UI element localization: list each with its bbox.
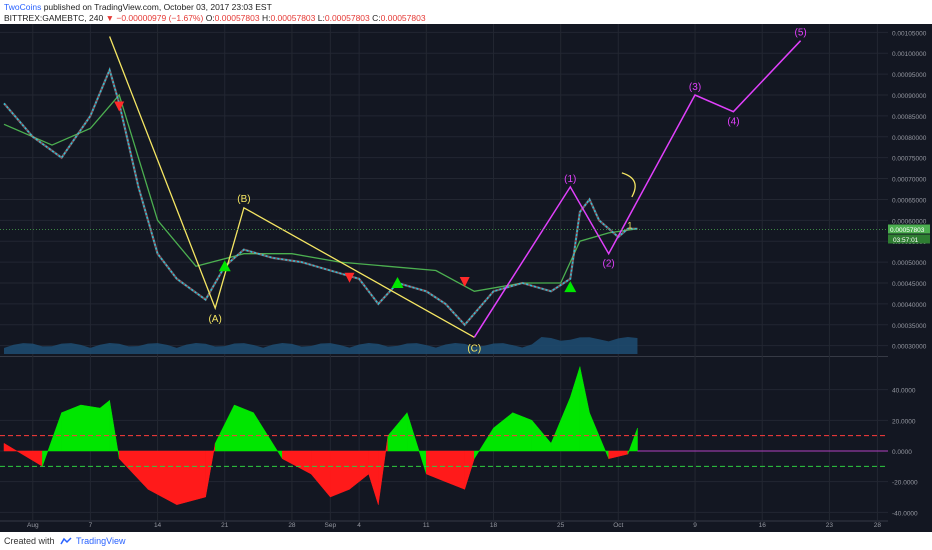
oscillator-segment [80, 404, 101, 452]
time-axis-tick-label: 14 [154, 522, 162, 529]
open-label: O: [205, 13, 215, 23]
wave-label-b: (B) [237, 194, 250, 205]
time-axis-tick-label: 28 [874, 522, 882, 529]
close-label: C: [372, 13, 381, 23]
osc-axis-tick-label: -20.0000 [892, 480, 918, 487]
wave-label-1: (1) [564, 174, 576, 185]
wave-label-3: (3) [689, 82, 701, 93]
price-axis-tick-label: 0.00065000 [892, 197, 927, 204]
buy-signal-triangle [391, 276, 404, 288]
created-with-text: Created with [4, 536, 55, 546]
volume-area [4, 337, 638, 354]
time-axis-tick-label: Oct [613, 522, 623, 529]
oscillator-segment [330, 450, 350, 498]
low-value: 0.00057803 [324, 13, 370, 23]
price-axis-tick-label: 0.00045000 [892, 281, 927, 288]
abc-correction-line [108, 36, 475, 338]
chart-header: TwoCoins published on TradingView.com, O… [0, 0, 932, 24]
author-link[interactable]: TwoCoins [4, 2, 42, 12]
price-change: ▼ −0.00000979 (−1.67%) [105, 13, 204, 23]
high-label: H: [261, 13, 271, 23]
sell-signal-triangle [114, 101, 125, 112]
price-axis-tick-label: 0.00035000 [892, 323, 927, 330]
symbol-line: BITTREX:GAMEBTC, 240 ▼ −0.00000979 (−1.6… [4, 13, 426, 23]
arc-label: 1 [627, 221, 632, 231]
sell-signal-triangle [344, 272, 355, 283]
oscillator-segment [176, 450, 206, 506]
countdown-label: 03:57:01 [893, 237, 919, 244]
price-dotted-line [3, 67, 638, 326]
time-axis-tick-label: 11 [423, 522, 430, 529]
chart-canvas[interactable]: 0.00105000 0.00100000 0.00095000 0.00090000… [0, 24, 932, 532]
buy-signal-triangle [218, 260, 231, 272]
price-axis-tick-label: 0.00070000 [892, 177, 927, 184]
last-price-badge [888, 224, 930, 234]
price-axis-tick-label: 0.00075000 [892, 156, 927, 163]
oscillator-segment [99, 399, 110, 452]
price-axis-tick-label: 0.00105000 [892, 30, 927, 37]
impulse-wave-line [473, 40, 802, 338]
chart-footer: Created with TradingView [0, 532, 932, 550]
buy-signal-triangle [564, 281, 577, 293]
price-axis-tick-label: 0.00095000 [892, 72, 927, 79]
high-value: 0.00057803 [270, 13, 316, 23]
countdown-badge [888, 234, 930, 244]
tradingview-logo-icon [60, 537, 72, 545]
wave-label-a: (A) [208, 314, 221, 325]
wave-label-c: (C) [467, 343, 481, 354]
time-axis-tick-label: 18 [490, 522, 498, 529]
wave-label-4: (4) [727, 117, 739, 128]
time-axis-tick-label: 25 [557, 522, 565, 529]
time-axis-tick-label: 21 [221, 522, 229, 529]
osc-axis-tick-label: 20.0000 [892, 418, 916, 425]
oscillator-segment [61, 404, 82, 452]
price-axis-tick-label: 0.00100000 [892, 51, 927, 58]
published-text: published on TradingView.com, October 03… [43, 2, 272, 12]
osc-axis-tick-label: 40.0000 [892, 388, 916, 395]
sell-signal-triangle [459, 276, 470, 287]
price-axis-area [888, 24, 932, 532]
projection-arc [621, 172, 636, 198]
low-label: L: [317, 13, 325, 23]
publish-line: TwoCoins published on TradingView.com, O… [4, 2, 272, 12]
last-price-label: 0.00057803 [890, 227, 925, 234]
time-axis-tick-label: 7 [89, 522, 93, 529]
time-axis-tick-label: 9 [693, 522, 697, 529]
oscillator-segment [234, 404, 254, 452]
price-axis-tick-label: 0.00090000 [892, 93, 927, 100]
time-axis-tick-label: 4 [357, 522, 361, 529]
wave-label-2: (2) [603, 259, 615, 270]
time-axis-tick-label: 28 [288, 522, 296, 529]
symbol-label: BITTREX:GAMEBTC, 240 [4, 13, 104, 23]
time-axis-tick-label: Sep [325, 522, 337, 529]
osc-axis-tick-label: -40.0000 [892, 510, 918, 517]
time-axis-tick-label: Aug [27, 522, 39, 529]
price-axis-tick-label: 0.00060000 [892, 218, 927, 225]
open-value: 0.00057803 [214, 13, 260, 23]
close-value: 0.00057803 [380, 13, 426, 23]
time-axis-tick-label: 16 [759, 522, 767, 529]
price-axis-tick-label: 0.00085000 [892, 114, 927, 121]
price-axis-tick-label: 0.00030000 [892, 344, 927, 351]
price-axis-tick-label: 0.00080000 [892, 135, 927, 142]
wave-label-5: (5) [795, 28, 807, 39]
time-axis-tick-label: 23 [826, 522, 834, 529]
osc-axis-tick-label: 0.0000 [892, 449, 912, 456]
oscillator-segment [627, 427, 638, 455]
tradingview-brand-link[interactable]: TradingView [76, 536, 126, 546]
price-axis-tick-label: 0.00050000 [892, 260, 927, 267]
price-axis-tick-label: 0.00040000 [892, 302, 927, 309]
